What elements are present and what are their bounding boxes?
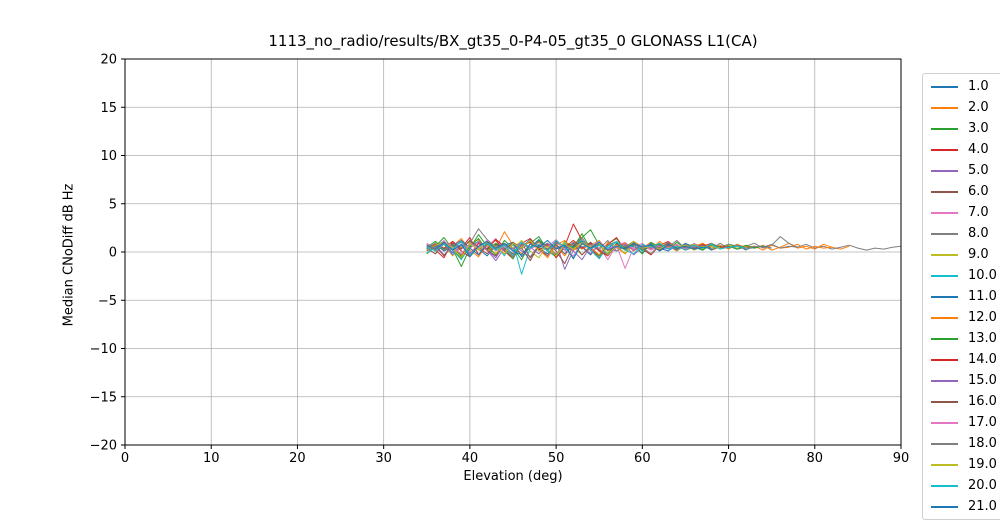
legend: 1.0 2.0 3.0 4.0 5.0 6.0 7.0 8.0 9.0 10.0 11.0 12.0 1… [922,73,1000,520]
legend-label: 19.0 [968,457,997,472]
legend-line-sample [931,505,958,508]
x-axis-label: Elevation (deg) [463,469,563,484]
legend-row: 5.0 [923,160,1000,181]
y-tick-label: 20 [100,53,117,68]
legend-label: 5.0 [968,163,989,178]
y-tick-label: −5 [98,294,117,309]
legend-line-sample [931,232,958,235]
legend-line-sample [931,274,958,277]
legend-line-sample [931,442,958,445]
legend-line-sample [931,337,958,340]
y-tick-label: −20 [90,439,117,454]
legend-row: 19.0 [923,454,1000,475]
legend-label: 1.0 [968,79,989,94]
legend-line-sample [931,253,958,256]
x-tick-label: 0 [121,451,129,466]
legend-line-sample [931,148,958,151]
y-tick-label: 0 [109,246,117,261]
x-tick-label: 70 [720,451,737,466]
x-tick-label: 20 [289,451,306,466]
legend-row: 12.0 [923,307,1000,328]
series-line-18.0 [426,239,798,258]
legend-line-sample [931,358,958,361]
legend-label: 18.0 [968,436,997,451]
x-tick-label: 10 [203,451,220,466]
x-tick-label: 50 [548,451,565,466]
legend-row: 17.0 [923,412,1000,433]
legend-row: 10.0 [923,265,1000,286]
legend-label: 10.0 [968,268,997,283]
legend-label: 21.0 [968,499,997,514]
legend-row: 9.0 [923,244,1000,265]
legend-row: 20.0 [923,475,1000,496]
legend-label: 3.0 [968,121,989,136]
x-tick-label: 40 [462,451,479,466]
chart-canvas: 1113_no_radio/results/BX_gt35_0-P4-05_gt… [61,32,1000,520]
legend-row: 4.0 [923,139,1000,160]
legend-row: 13.0 [923,328,1000,349]
legend-line-sample [931,421,958,424]
legend-row: 16.0 [923,391,1000,412]
legend-line-sample [931,169,958,172]
legend-line-sample [931,484,958,487]
legend-row: 1.0 [923,76,1000,97]
legend-line-sample [931,106,958,109]
legend-row: 14.0 [923,349,1000,370]
legend-line-sample [931,379,958,382]
legend-label: 2.0 [968,100,989,115]
legend-line-sample [931,85,958,88]
legend-row: 7.0 [923,202,1000,223]
legend-row: 2.0 [923,97,1000,118]
series-line-21.0 [426,239,712,260]
legend-row: 15.0 [923,370,1000,391]
legend-row: 21.0 [923,496,1000,517]
y-tick-label: 5 [109,197,117,212]
x-tick-label: 80 [807,451,824,466]
legend-row: 6.0 [923,181,1000,202]
legend-line-sample [931,463,958,466]
legend-label: 14.0 [968,352,997,367]
legend-line-sample [931,295,958,298]
legend-row: 18.0 [923,433,1000,454]
legend-line-sample [931,190,958,193]
y-tick-label: 10 [100,149,117,164]
legend-line-sample [931,211,958,214]
legend-label: 6.0 [968,184,989,199]
plot-area: 0 10 20 30 40 50 60 70 80 90 −20 −15 −10 −5 0 5 10 15 20 [90,53,910,467]
y-tick-label: 15 [100,101,117,116]
legend-label: 20.0 [968,478,997,493]
legend-label: 16.0 [968,394,997,409]
chart-title: 1113_no_radio/results/BX_gt35_0-P4-05_gt… [268,32,758,50]
legend-line-sample [931,400,958,403]
legend-row: 8.0 [923,223,1000,244]
legend-label: 12.0 [968,310,997,325]
legend-line-sample [931,127,958,130]
legend-label: 13.0 [968,331,997,346]
y-tick-label: −15 [90,390,117,405]
legend-row: 11.0 [923,286,1000,307]
legend-label: 4.0 [968,142,989,157]
y-axis-label: Median CNoDiff dB Hz [61,183,77,327]
x-tick-label: 30 [375,451,392,466]
legend-label: 15.0 [968,373,997,388]
legend-label: 7.0 [968,205,989,220]
legend-label: 8.0 [968,226,989,241]
legend-label: 11.0 [968,289,997,304]
legend-row: 3.0 [923,118,1000,139]
legend-line-sample [931,316,958,319]
legend-label: 9.0 [968,247,989,262]
y-tick-label: −10 [90,342,117,357]
x-tick-label: 60 [634,451,651,466]
legend-label: 17.0 [968,415,997,430]
x-tick-label: 90 [893,451,910,466]
